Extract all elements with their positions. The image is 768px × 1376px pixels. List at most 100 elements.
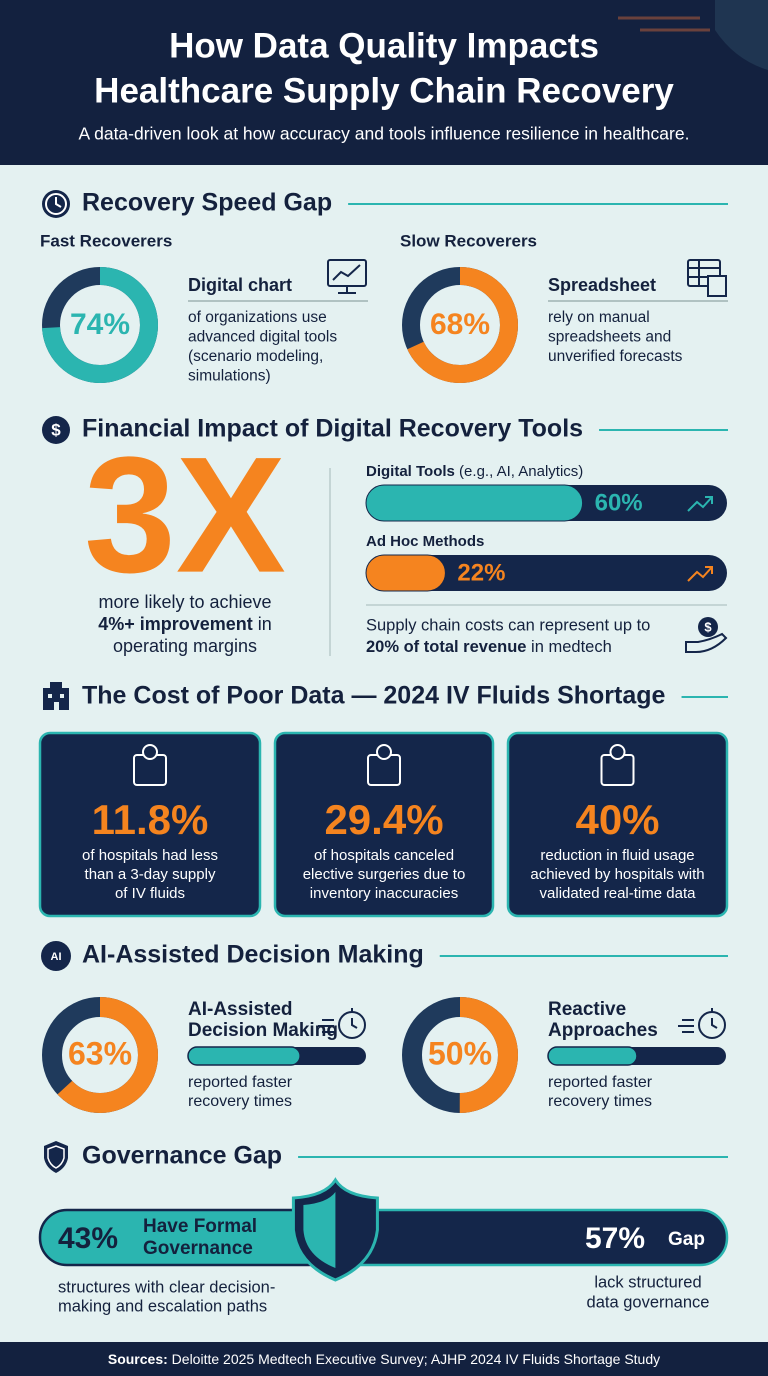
description: making and escalation paths [58, 1297, 267, 1315]
title: Healthcare Supply Chain Recovery [94, 71, 674, 110]
tool-name: Digital chart [188, 275, 292, 295]
description: (scenario modeling, [188, 348, 323, 365]
card-description: of hospitals canceled [314, 847, 454, 864]
note-run: in medtech [526, 638, 611, 656]
bar-value: 60% [595, 489, 643, 516]
description: data governance [587, 1293, 710, 1311]
donut-arc [402, 997, 518, 1113]
ai-icon: AI [41, 941, 71, 971]
governance-title: Governance [143, 1238, 253, 1259]
card-value: 40% [575, 796, 659, 843]
shield-icon [44, 1141, 68, 1173]
multiplier-text: 4%+ improvement in [98, 614, 272, 634]
footer: Sources: Deloitte 2025 Medtech Executive… [108, 1351, 660, 1367]
gap-title: Gap [668, 1229, 705, 1250]
donut-value: 50% [428, 1035, 492, 1071]
svg-text:$: $ [704, 619, 712, 634]
bar-label: Ad Hoc Methods [366, 533, 484, 550]
group-title: Decision Making [188, 1020, 338, 1041]
bar-label: Digital Tools (e.g., AI, Analytics) [366, 463, 583, 480]
subtitle: A data-driven look at how accuracy and t… [79, 124, 690, 144]
donut-value: 68% [430, 308, 490, 341]
section-heading: Financial Impact of Digital Recovery Too… [82, 415, 583, 443]
note: Supply chain costs can represent up to [366, 616, 650, 634]
clock-icon [42, 190, 70, 218]
description: simulations) [188, 368, 271, 385]
trend-icon [687, 566, 713, 582]
card-description: achieved by hospitals with [530, 866, 704, 883]
description: recovery times [188, 1093, 292, 1110]
bar [365, 554, 446, 592]
description: spreadsheets and [548, 329, 671, 346]
card-value: 29.4% [324, 796, 443, 843]
multiplier-text-run: in [253, 614, 272, 634]
hospital-icon [43, 682, 69, 710]
group-label: Slow Recoverers [400, 231, 537, 250]
footer-run: Sources: [108, 1351, 168, 1367]
section-heading: Governance Gap [82, 1142, 282, 1170]
description: rely on manual [548, 309, 650, 326]
trend-icon [687, 496, 713, 512]
multiplier-text-run: 4%+ improvement [98, 614, 253, 634]
note: 20% of total revenue in medtech [366, 638, 612, 656]
stopwatch-icons [318, 1008, 726, 1039]
group-title: Reactive [548, 999, 626, 1020]
description: structures with clear decision- [58, 1278, 275, 1296]
donut-value: 63% [68, 1035, 132, 1071]
multiplier-text: operating margins [113, 636, 257, 656]
section-heading: Recovery Speed Gap [82, 189, 332, 217]
description: reported faster [548, 1074, 653, 1091]
bar [187, 1046, 301, 1066]
governance-title: Have Formal [143, 1216, 257, 1237]
description: unverified forecasts [548, 348, 683, 365]
card-description: reduction in fluid usage [540, 847, 694, 864]
governance-value: 43% [58, 1222, 118, 1255]
bar-label-run: Ad Hoc Methods [366, 533, 484, 550]
shield-half [303, 1192, 336, 1268]
card-description: validated real-time data [540, 885, 697, 902]
multiplier: 3X [84, 423, 286, 607]
dollar-icon: $ [42, 416, 70, 444]
card-icon [609, 744, 626, 760]
bar-label-run: (e.g., AI, Analytics) [455, 463, 583, 480]
group-title: Approaches [548, 1020, 658, 1041]
donut-arc [42, 267, 158, 383]
bar-value: 22% [457, 559, 505, 586]
card-icon [142, 744, 158, 760]
footer-run: Deloitte 2025 Medtech Executive Survey; … [168, 1351, 660, 1367]
trend-icon [705, 496, 713, 504]
title: How Data Quality Impacts [169, 26, 599, 65]
stat-card [506, 731, 729, 918]
donut-arc [42, 997, 158, 1113]
section-heading: AI-Assisted Decision Making [82, 941, 424, 969]
card-icon [376, 744, 392, 760]
bar-label-run: Digital Tools [366, 463, 455, 480]
group-title: AI-Assisted [188, 999, 293, 1020]
stat-card [273, 731, 495, 918]
card-description: inventory inaccuracies [310, 885, 458, 902]
header-band [0, 0, 768, 165]
card-description: of hospitals had less [82, 847, 218, 864]
donut-arc [402, 267, 518, 383]
stat-card [38, 731, 262, 918]
hand-dollar-icon: $ [685, 617, 728, 653]
header-decoration [618, 0, 768, 70]
chart-icon [327, 259, 367, 294]
tool-name: Spreadsheet [548, 275, 656, 295]
donut-value: 74% [70, 308, 130, 341]
description: of organizations use [188, 309, 327, 326]
bar [547, 1046, 638, 1066]
card-value: 11.8% [92, 796, 209, 843]
note-run: 20% of total revenue [366, 638, 526, 656]
description: recovery times [548, 1093, 652, 1110]
description: advanced digital tools [188, 329, 337, 346]
footer-band [0, 1342, 768, 1376]
card-description: elective surgeries due to [303, 866, 466, 883]
spreadsheet-icon [687, 259, 727, 297]
trend-icon [705, 566, 713, 574]
description: reported faster [188, 1074, 293, 1091]
bar [365, 484, 584, 522]
